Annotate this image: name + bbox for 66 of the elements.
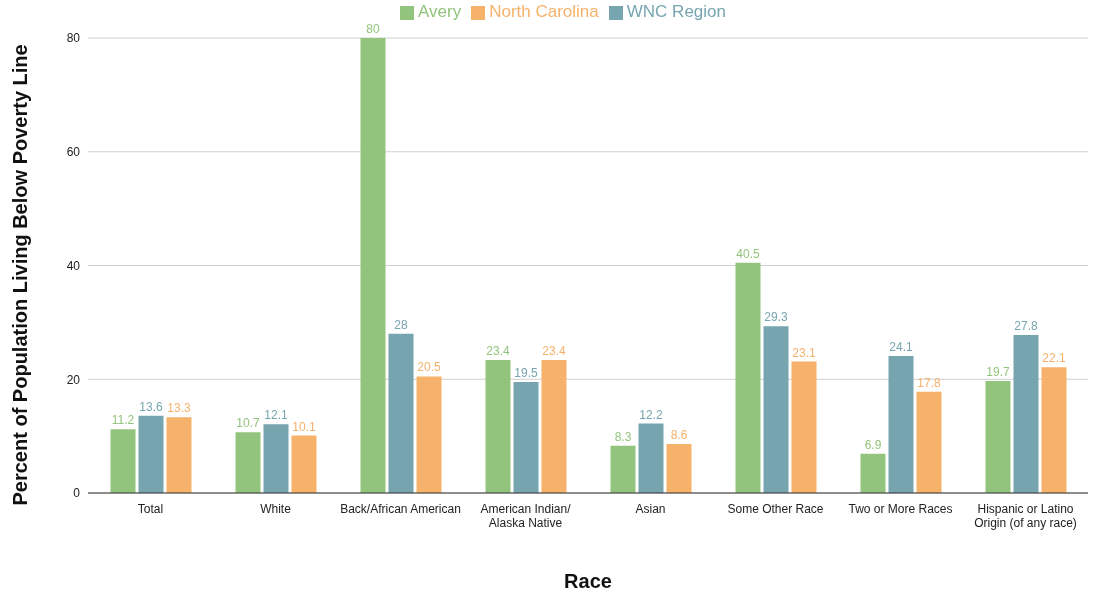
data-label: 24.1 bbox=[889, 339, 913, 354]
bar bbox=[735, 262, 761, 493]
legend-label: Avery bbox=[418, 2, 462, 21]
bar bbox=[610, 445, 636, 493]
data-label: 6.9 bbox=[864, 437, 882, 452]
data-label: 12.1 bbox=[264, 408, 288, 423]
bar bbox=[360, 38, 386, 493]
bar bbox=[263, 424, 289, 493]
bar bbox=[416, 376, 442, 493]
bar bbox=[888, 355, 914, 493]
y-tick-label: 0 bbox=[73, 486, 81, 501]
bar bbox=[513, 382, 539, 493]
data-label: 17.8 bbox=[917, 375, 941, 390]
data-label: 23.1 bbox=[792, 345, 816, 360]
bar bbox=[916, 391, 942, 493]
bar bbox=[166, 417, 192, 493]
bar bbox=[1013, 334, 1039, 493]
data-label: 19.5 bbox=[514, 366, 538, 381]
legend-label: North Carolina bbox=[489, 2, 599, 21]
y-tick-label: 80 bbox=[66, 31, 81, 46]
y-tick-label: 40 bbox=[66, 258, 81, 273]
x-tick-label: American Indian/ Alaska Native bbox=[480, 502, 572, 530]
x-axis-title: Race bbox=[564, 570, 612, 592]
bar bbox=[138, 415, 164, 493]
x-tick-label: Back/African American bbox=[340, 502, 461, 516]
data-label: 28 bbox=[394, 317, 408, 332]
data-label: 8.3 bbox=[614, 429, 632, 444]
bar bbox=[860, 453, 886, 493]
x-tick-label: Total bbox=[137, 502, 164, 516]
y-tick-label: 60 bbox=[66, 145, 81, 160]
data-label: 29.3 bbox=[764, 310, 788, 325]
y-tick-label: 20 bbox=[66, 372, 81, 387]
bar bbox=[985, 380, 1011, 493]
bar bbox=[763, 326, 789, 493]
data-label: 22.1 bbox=[1042, 351, 1066, 366]
data-label: 12.2 bbox=[639, 407, 663, 422]
data-label: 19.7 bbox=[986, 364, 1010, 379]
x-tick-label: Asian bbox=[635, 502, 666, 516]
bar bbox=[791, 361, 817, 493]
x-tick-label: Two or More Races bbox=[848, 502, 953, 516]
legend-label: WNC Region bbox=[626, 2, 726, 21]
bar bbox=[666, 444, 692, 493]
data-label: 80 bbox=[366, 22, 380, 36]
bar bbox=[291, 435, 317, 493]
x-tick-label: Some Other Race bbox=[727, 502, 824, 516]
data-label: 13.3 bbox=[167, 401, 191, 416]
data-label: 23.4 bbox=[486, 343, 510, 358]
bar bbox=[388, 333, 414, 493]
bar bbox=[541, 359, 567, 493]
bar bbox=[1041, 367, 1067, 493]
x-tick-label: Hispanic or Latino Origin (of any race) bbox=[974, 502, 1077, 530]
data-label: 10.7 bbox=[236, 416, 260, 431]
data-label: 13.6 bbox=[139, 399, 163, 414]
data-label: 27.8 bbox=[1014, 318, 1038, 333]
bar bbox=[110, 429, 136, 493]
data-label: 40.5 bbox=[736, 246, 760, 261]
bar bbox=[638, 423, 664, 493]
bar bbox=[235, 432, 261, 493]
data-label: 11.2 bbox=[111, 413, 135, 428]
bar bbox=[485, 359, 511, 493]
data-label: 23.4 bbox=[542, 343, 566, 358]
data-label: 8.6 bbox=[670, 428, 688, 443]
x-tick-label: White bbox=[260, 502, 292, 516]
data-label: 20.5 bbox=[417, 360, 441, 375]
y-axis-title: Percent of Population Living Below Poverty Line bbox=[9, 44, 32, 506]
data-label: 10.1 bbox=[292, 419, 316, 434]
